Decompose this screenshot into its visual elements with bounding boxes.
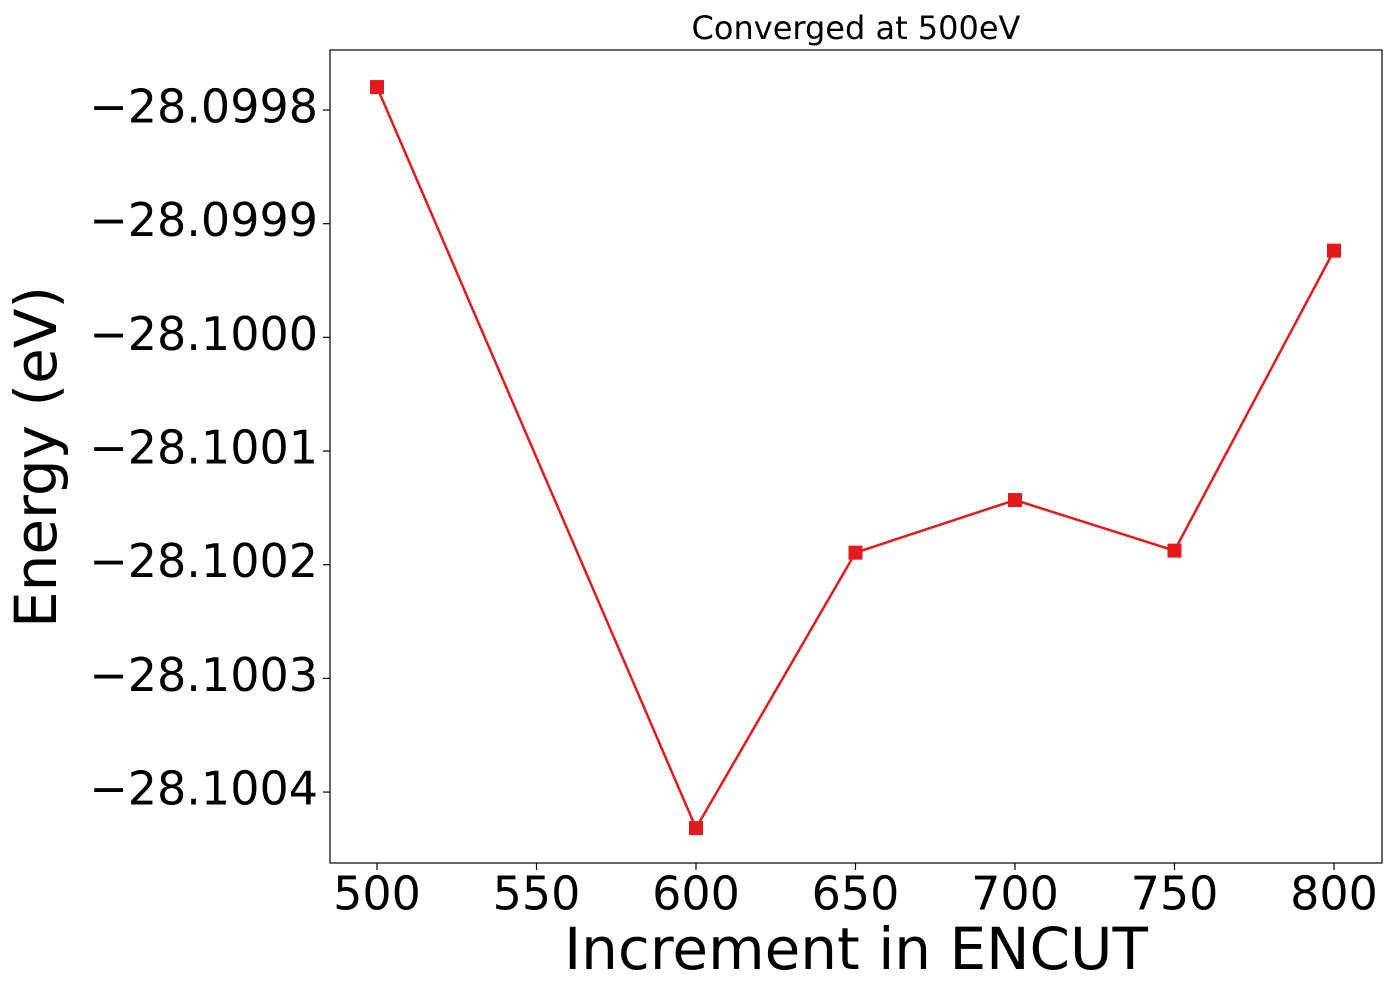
y-tick-label: −28.1001 <box>89 421 318 475</box>
x-axis-label: Increment in ENCUT <box>564 915 1148 983</box>
x-tick-label: 550 <box>493 867 581 921</box>
y-tick-label: −28.0998 <box>89 80 318 134</box>
x-tick-label: 650 <box>812 867 900 921</box>
x-tick-label: 800 <box>1290 867 1378 921</box>
data-point <box>848 545 863 560</box>
data-point <box>1326 243 1341 258</box>
data-point <box>369 80 384 95</box>
x-tick-label: 500 <box>333 867 421 921</box>
x-tick-label: 700 <box>971 867 1059 921</box>
x-tick-label: 750 <box>1131 867 1219 921</box>
series-line <box>375 86 1336 831</box>
y-tick-label: −28.1000 <box>89 307 318 361</box>
y-tick-label: −28.1003 <box>89 648 318 702</box>
x-tick-label: 600 <box>652 867 740 921</box>
data-point <box>1167 543 1182 558</box>
y-tick-label: −28.0999 <box>89 193 318 247</box>
data-point <box>1007 493 1022 508</box>
data-point <box>688 821 703 836</box>
y-axis-label: Energy (eV) <box>2 286 70 628</box>
y-tick-label: −28.1002 <box>89 534 318 588</box>
y-tick-label: −28.1004 <box>89 762 318 816</box>
chart-title: Converged at 500eV <box>692 9 1021 47</box>
